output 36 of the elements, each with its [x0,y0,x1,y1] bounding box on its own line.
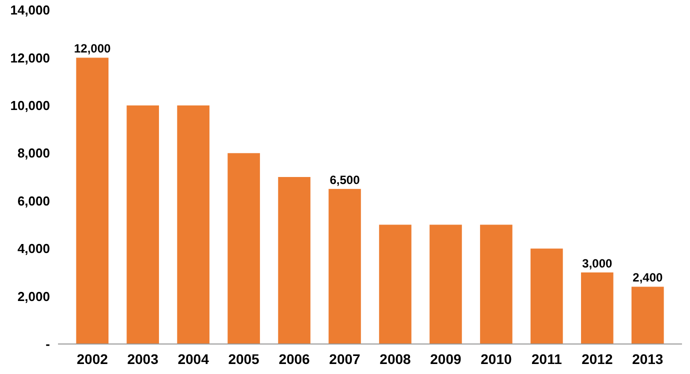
bar [379,224,412,344]
bar [530,248,563,344]
bar [76,58,108,344]
x-tick-label: 2005 [228,351,260,367]
y-tick-label: 12,000 [10,50,50,66]
bar [126,105,159,344]
x-tick-label: 2013 [632,351,664,367]
y-tick-label: 2,000 [17,288,50,304]
bar [278,177,310,344]
y-tick-label: 14,000 [10,2,50,18]
y-tick-label: 4,000 [17,241,50,256]
y-tick-label: 8,000 [17,146,50,161]
bar [632,286,664,344]
bar [328,188,361,344]
x-tick-label: 2002 [76,351,108,367]
bar [228,153,260,344]
y-tick-label: 6,000 [17,193,50,208]
x-tick-label: 2011 [532,351,562,367]
data-label: 3,000 [582,256,613,270]
x-tick-label: 2008 [380,351,412,367]
x-tick-label: 2012 [582,351,613,367]
data-label: 2,400 [632,270,664,285]
y-tick-label: - [46,336,50,352]
bar [177,105,210,344]
data-label: 6,500 [330,172,360,187]
x-tick-label: 2003 [127,351,159,367]
bar [480,224,512,344]
bar [430,224,462,344]
y-tick-label: 10,000 [10,98,50,113]
data-label: 12,000 [74,42,112,56]
x-tick-label: 2004 [178,351,210,367]
x-tick-label: 2006 [278,351,310,367]
x-tick-label: 2010 [480,351,512,367]
x-tick-label: 2009 [430,351,462,367]
bar [581,272,614,344]
x-tick-label: 2007 [329,351,361,367]
